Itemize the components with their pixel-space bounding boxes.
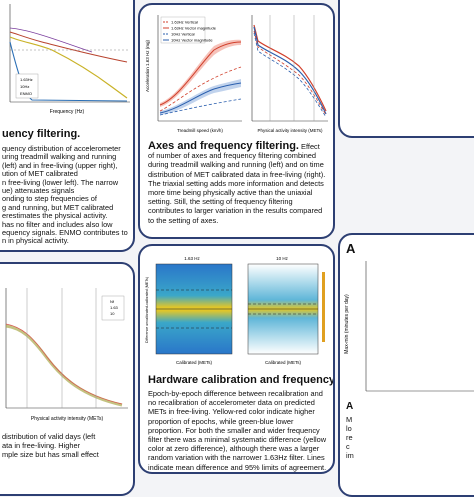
axes-plots: Acceleration 1.63 Hz (mg) 1.63Hz Vertica… [145, 15, 328, 133]
panel-text: Axes and frequency filtering. Effect of … [148, 140, 328, 225]
legend-entry: 10Hz Vertical [171, 32, 195, 37]
axis-label: Calibrated (METs) [176, 360, 213, 365]
panel-body: Effect of number of axes and frequency f… [148, 142, 326, 225]
axis-label: Frequency (Hz) [50, 109, 85, 115]
axis-label: Acceleration 1.63 Hz (mg) [145, 39, 150, 92]
axis-label: Physical activity intensity (METs) [257, 128, 323, 133]
panel-valid-days: Nf 1.63 10 Physical activity intensity (… [0, 262, 135, 496]
text-line: uring treadmill walking and running [2, 152, 117, 162]
panel-axes: Acceleration 1.63 Hz (mg) 1.63Hz Vertica… [138, 3, 335, 239]
text-line: equency signals. ENMO contributes to [2, 228, 128, 237]
axis-label: Max-min (minutes per day) [344, 294, 350, 354]
text-line: (left) and in free-living (upper right), [2, 160, 118, 170]
axis-label: Difference uncalibrated-calibrated (METs… [145, 277, 149, 343]
right-plot: Max-min (minutes per day) [344, 261, 474, 392]
legend-entry: 1.63Hz Vector magnitude [171, 26, 217, 31]
text-line: onding to step frequencies of [2, 194, 97, 204]
legend-entry: 10 [110, 311, 115, 316]
axis-label: Calibrated (METs) [265, 360, 302, 365]
legend-entry: 10Hz [20, 84, 29, 89]
axis-label: Physical activity intensity (METs) [31, 416, 104, 422]
panel-heading: A [346, 241, 356, 256]
text-line: distribution of valid days (left [2, 432, 96, 441]
text-line: has no filter and includes also low [2, 219, 113, 229]
legend-entry: Nf [110, 299, 115, 304]
text-line: re [346, 433, 353, 442]
legend-entry: 1.63Hz Vertical [171, 20, 198, 25]
valid-days-plot: Nf 1.63 10 Physical activity intensity (… [5, 288, 128, 422]
panel-right-top [338, 0, 474, 138]
panel-heading: Hardware calibration and frequency filte… [148, 374, 335, 386]
text-line: quency distribution of accelerometer [2, 144, 121, 153]
plot-title: 10 Hz [276, 256, 289, 261]
text-line: erestimates the physical activity. [2, 211, 108, 221]
axis-label: Treadmill speed (km/h) [177, 128, 223, 133]
text-line: mple size but has small effect [2, 450, 99, 459]
calibration-plots: 1.63 Hz 10 Hz Difference uncalibrated-ca… [145, 256, 325, 365]
panel-heading: Axes and frequency filtering. [148, 140, 299, 152]
panel-heading: uency filtering. [2, 128, 81, 140]
panel-calibration: 1.63 Hz 10 Hz Difference uncalibrated-ca… [138, 244, 335, 474]
panel-body: Epoch-by-epoch difference between recali… [148, 389, 327, 472]
text-line: n in physical activity. [2, 236, 69, 246]
panel-heading: A [346, 401, 354, 412]
text-line: ue) attenuates signals [2, 186, 75, 195]
text-line: g and running, but MET calibrated [2, 202, 114, 212]
legend-entry: 1.63 [110, 305, 119, 310]
text-line: ution of MET calibrated [2, 169, 78, 179]
text-line: M [346, 415, 353, 424]
panel-frequency: 1.63Hz 10Hz ENMO Frequency (Hz) uency fi… [0, 0, 135, 252]
plot-title: 1.63 Hz [184, 256, 200, 261]
text-line: c [346, 442, 350, 451]
text-line: im [346, 451, 354, 460]
frequency-plot: 1.63Hz 10Hz ENMO Frequency (Hz) [9, 4, 130, 115]
text-line: n free-living (lower left). The narrow [2, 177, 119, 187]
legend-entry: 10Hz Vector magnitude [171, 38, 213, 43]
text-line: lo [346, 424, 352, 433]
text-line: ata in free-living. Higher [2, 441, 81, 450]
legend-entry: 1.63Hz [20, 77, 33, 82]
legend-entry: ENMO [20, 91, 32, 96]
